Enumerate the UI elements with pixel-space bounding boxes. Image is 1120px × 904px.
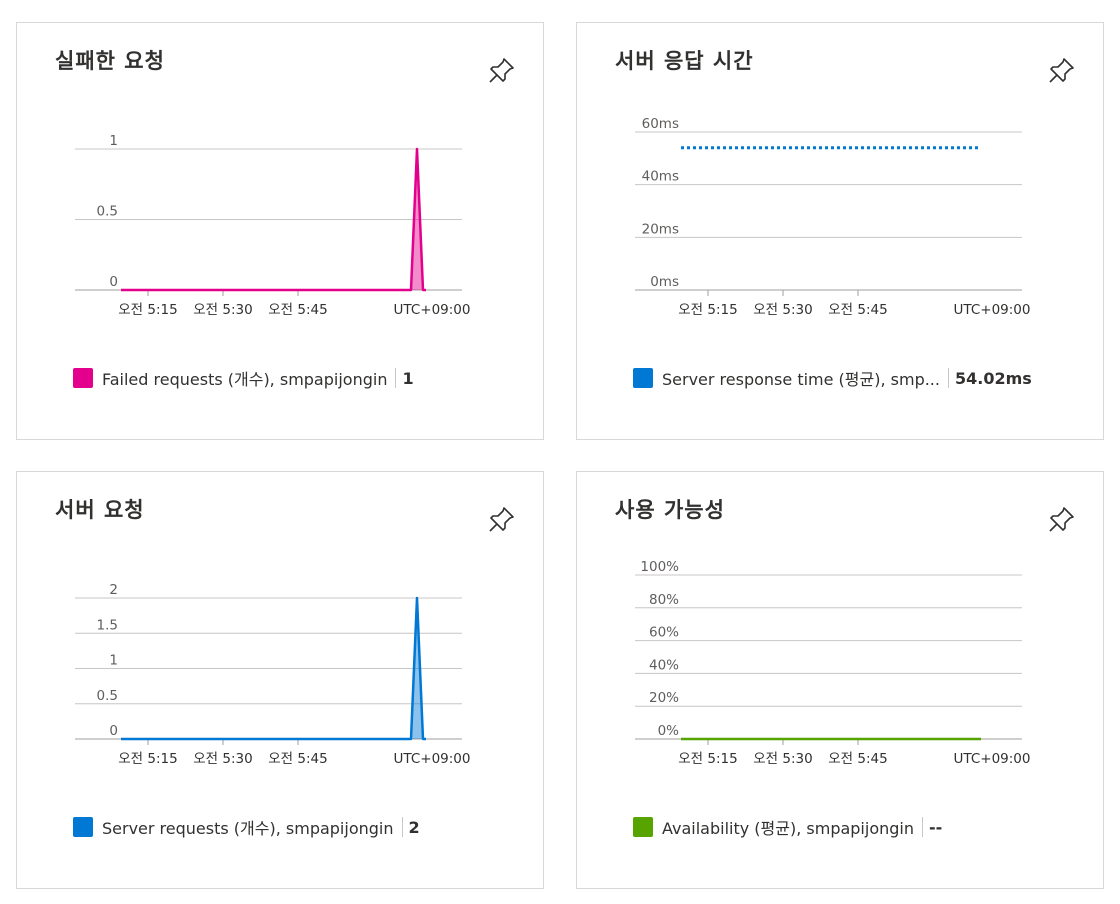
x-tick-label: 오전 5:45 bbox=[828, 302, 887, 318]
y-tick-label: 60% bbox=[649, 625, 679, 641]
legend-value: 1 bbox=[402, 368, 414, 388]
y-tick-label: 40% bbox=[649, 657, 679, 673]
chart-legend[interactable]: Failed requests (개수), smpapijongin 1 bbox=[73, 363, 414, 393]
tile-title: 사용 가능성 bbox=[615, 498, 725, 522]
y-tick-label: 40ms bbox=[642, 169, 679, 185]
y-tick-label: 0 bbox=[109, 723, 118, 739]
series-line bbox=[121, 147, 426, 292]
series-area bbox=[411, 598, 423, 739]
legend-divider bbox=[922, 817, 923, 837]
y-tick-label: 20% bbox=[649, 690, 679, 706]
legend-value: 2 bbox=[408, 817, 420, 837]
y-tick-label: 0.5 bbox=[97, 204, 118, 220]
availability-tile[interactable]: 사용 가능성 0% 20% 40% 60% 80% 100% 오전 5:15 오전 5:30 오… bbox=[576, 471, 1104, 889]
pin-icon[interactable] bbox=[1047, 504, 1077, 534]
timezone-label: UTC+09:00 bbox=[954, 302, 1031, 318]
tile-title: 서버 응답 시간 bbox=[615, 49, 754, 73]
chart-legend[interactable]: Server response time (평균), smp... 54.02m… bbox=[633, 363, 1032, 393]
y-tick-label: 0ms bbox=[650, 274, 679, 290]
server-response-time-tile[interactable]: 서버 응답 시간 0ms 20ms 40ms 60ms 오전 5:15 오전 5:30 오전… bbox=[576, 22, 1104, 440]
legend-swatch bbox=[633, 817, 653, 837]
series-line bbox=[121, 596, 426, 741]
legend-swatch bbox=[73, 368, 93, 388]
legend-label: Server response time (평균), smp... bbox=[662, 370, 940, 389]
x-tick-label: 오전 5:30 bbox=[753, 302, 812, 318]
x-tick-label: 오전 5:15 bbox=[678, 751, 737, 767]
legend-value: 54.02ms bbox=[954, 368, 1032, 388]
x-tick-label: 오전 5:45 bbox=[268, 302, 327, 318]
x-tick-label: 오전 5:45 bbox=[268, 751, 327, 767]
y-tick-label: 60ms bbox=[642, 116, 679, 132]
y-tick-label: 0 bbox=[109, 274, 118, 290]
server-response-time-chart[interactable]: 0ms 20ms 40ms 60ms 오전 5:15 오전 5:30 오전 5:45 UTC+… bbox=[577, 23, 1105, 353]
server-requests-chart[interactable]: 0 0.5 1 1.5 2 오전 5:15 오전 5:30 오전 5:45 UTC+09:00 bbox=[17, 472, 545, 802]
legend-label: Server requests (개수), smpapijongin bbox=[102, 819, 394, 838]
x-tick-label: 오전 5:45 bbox=[828, 751, 887, 767]
y-tick-label: 1 bbox=[109, 653, 118, 669]
legend-swatch bbox=[633, 368, 653, 388]
chart-legend[interactable]: Server requests (개수), smpapijongin 2 bbox=[73, 812, 420, 842]
x-tick-label: 오전 5:30 bbox=[753, 751, 812, 767]
legend-divider bbox=[395, 368, 397, 388]
y-tick-label: 2 bbox=[109, 582, 118, 598]
failed-requests-tile[interactable]: 실패한 요청 0 0.5 1 오전 5:15 오전 5:30 오전 5:45 UTC+09:… bbox=[16, 22, 544, 440]
legend-divider bbox=[947, 368, 949, 388]
timezone-label: UTC+09:00 bbox=[394, 302, 471, 318]
timezone-label: UTC+09:00 bbox=[954, 751, 1031, 767]
legend-label: Failed requests (개수), smpapijongin bbox=[102, 370, 388, 389]
pin-icon[interactable] bbox=[487, 55, 517, 85]
y-tick-label: 100% bbox=[640, 559, 679, 575]
legend-label: Availability (평균), smpapijongin bbox=[662, 819, 914, 838]
legend-swatch bbox=[73, 817, 93, 837]
availability-chart[interactable]: 0% 20% 40% 60% 80% 100% 오전 5:15 오전 5:30 오전 5:45 U… bbox=[577, 472, 1105, 802]
y-tick-label: 80% bbox=[649, 592, 679, 608]
x-tick-label: 오전 5:15 bbox=[118, 751, 177, 767]
y-tick-label: 0.5 bbox=[97, 688, 118, 704]
x-tick-label: 오전 5:30 bbox=[193, 302, 252, 318]
pin-icon[interactable] bbox=[1047, 55, 1077, 85]
legend-divider bbox=[401, 817, 403, 837]
y-tick-label: 20ms bbox=[642, 221, 679, 237]
chart-legend[interactable]: Availability (평균), smpapijongin -- bbox=[633, 812, 942, 842]
x-tick-label: 오전 5:30 bbox=[193, 751, 252, 767]
server-requests-tile[interactable]: 서버 요청 0 0.5 1 1.5 2 오전 5:15 오전 5:30 오전 5:45 UTC+… bbox=[16, 471, 544, 889]
pin-icon[interactable] bbox=[487, 504, 517, 534]
tile-title: 실패한 요청 bbox=[55, 49, 165, 73]
y-tick-label: 1.5 bbox=[97, 617, 118, 633]
series-area bbox=[411, 149, 423, 290]
x-tick-label: 오전 5:15 bbox=[118, 302, 177, 318]
y-tick-label: 1 bbox=[109, 133, 118, 149]
failed-requests-chart[interactable]: 0 0.5 1 오전 5:15 오전 5:30 오전 5:45 UTC+09:00 bbox=[17, 23, 545, 353]
tile-title: 서버 요청 bbox=[55, 498, 145, 522]
x-tick-label: 오전 5:15 bbox=[678, 302, 737, 318]
y-tick-label: 0% bbox=[658, 723, 680, 739]
timezone-label: UTC+09:00 bbox=[394, 751, 471, 767]
legend-value: -- bbox=[929, 817, 943, 837]
